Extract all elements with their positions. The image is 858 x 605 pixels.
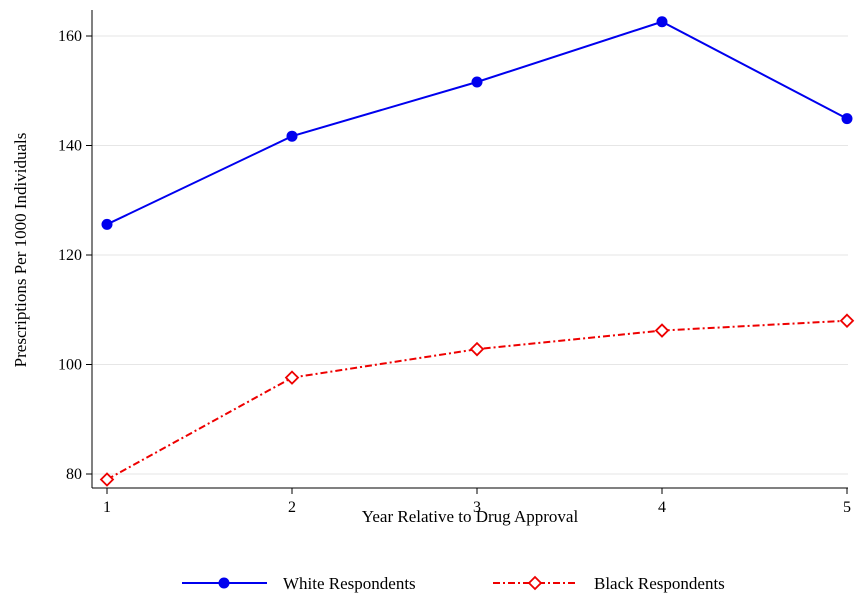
y-tick-label-1: 100 [58, 357, 82, 374]
series-0-point-2 [471, 76, 483, 88]
legend-marker-black [527, 575, 543, 591]
series-layer [99, 16, 855, 487]
legend: White Respondents Black Respondents [182, 574, 725, 593]
axes [91, 10, 848, 489]
gridlines [92, 35, 848, 475]
legend-marker-white [218, 577, 230, 589]
series-1-point-1 [284, 370, 300, 385]
series-line-0 [106, 20, 848, 226]
legend-label-black: Black Respondents [594, 574, 725, 593]
x-axis-title: Year Relative to Drug Approval [362, 507, 579, 526]
x-tick-label-3: 4 [658, 499, 666, 516]
x-tick-label-2: 3 [473, 499, 481, 516]
x-ticks: 1 2 3 4 5 [103, 488, 851, 516]
series-0-point-0 [101, 218, 113, 230]
series-1-point-2 [469, 341, 485, 357]
y-axis-title: Prescriptions Per 1000 Individuals [11, 133, 30, 368]
legend-label-white: White Respondents [283, 574, 416, 593]
y-ticks: 80 100 120 140 160 [58, 28, 92, 483]
x-tick-label-0: 1 [103, 499, 111, 516]
series-0-point-4 [841, 113, 853, 125]
y-tick-label-3: 140 [58, 138, 82, 155]
legend-item-black: Black Respondents [493, 574, 725, 593]
y-tick-label-2: 120 [58, 247, 82, 264]
y-tick-label-0: 80 [66, 466, 82, 483]
series-line-1 [106, 319, 848, 481]
x-tick-label-4: 5 [843, 499, 851, 516]
series-1-point-3 [654, 323, 670, 338]
series-1-point-4 [839, 313, 855, 328]
series-0-point-3 [656, 16, 668, 28]
legend-item-white: White Respondents [182, 574, 416, 593]
series-1-point-0 [99, 472, 115, 487]
x-tick-label-1: 2 [288, 499, 296, 516]
series-0-point-1 [286, 130, 298, 142]
y-tick-label-4: 160 [58, 28, 82, 45]
